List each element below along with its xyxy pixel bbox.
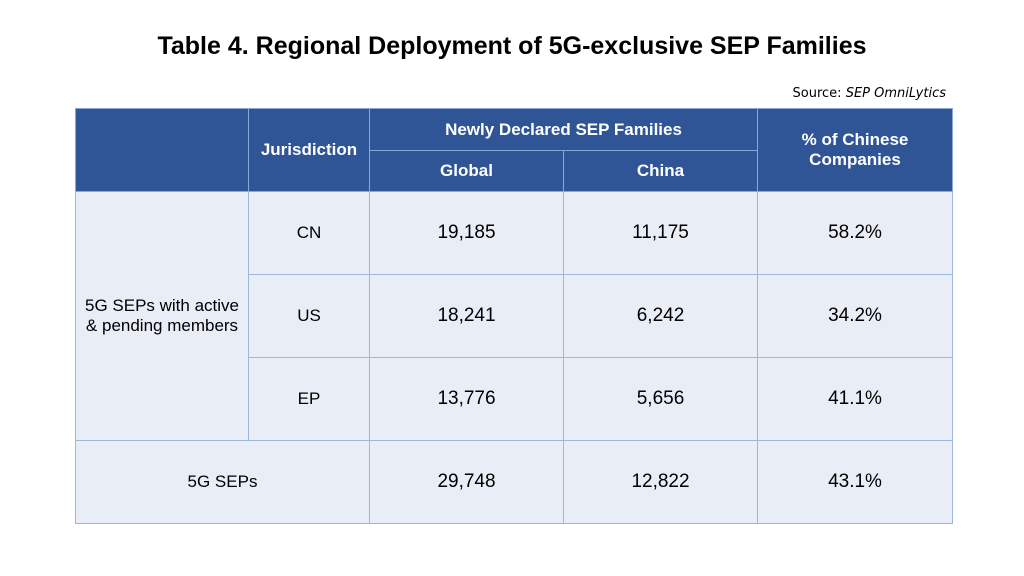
header: Newly Declared SEP Families xyxy=(369,108,758,151)
cell: 29,748 xyxy=(369,440,564,524)
cell: 41.1% xyxy=(757,357,953,441)
cell: 18,241 xyxy=(369,274,564,358)
header-blank xyxy=(75,108,249,192)
header-row: Global China xyxy=(76,150,953,192)
group-label: 5G SEPs with active & pending members xyxy=(75,191,249,441)
cell: 5G SEPs xyxy=(75,440,370,524)
cell: 13,776 xyxy=(369,357,564,441)
cell: 34.2% xyxy=(757,274,953,358)
row: 5G SEPs with active & pending members CN… xyxy=(75,191,953,441)
cell: EP xyxy=(248,357,370,441)
header: % of Chinese Companies xyxy=(757,108,953,192)
header: China xyxy=(563,150,758,192)
header-row: Jurisdiction Newly Declared SEP Families… xyxy=(75,108,953,192)
total-row: 5G SEPs 29,748 12,822 43.1% xyxy=(75,440,953,524)
source: Source: SEP OmniLytics xyxy=(793,86,946,101)
table: Jurisdiction Newly Declared SEP Families… xyxy=(75,108,953,524)
cell: 12,822 xyxy=(563,440,758,524)
cell: 6,242 xyxy=(563,274,758,358)
cell: US xyxy=(248,274,370,358)
cell: 43.1% xyxy=(757,440,953,524)
cell: 5,656 xyxy=(563,357,758,441)
source-label: Source: xyxy=(792,86,842,101)
source-name: SEP OmniLytics xyxy=(845,86,946,101)
cell: 11,175 xyxy=(563,191,758,275)
header: Global xyxy=(369,150,564,192)
cell: 19,185 xyxy=(369,191,564,275)
cell: 58.2% xyxy=(757,191,953,275)
row: US 18,241 6,242 34.2% xyxy=(76,274,953,358)
header: Jurisdiction xyxy=(248,108,370,192)
title: Table 4. Regional Deployment of 5G-exclu… xyxy=(157,32,867,60)
cell: CN xyxy=(248,191,370,275)
row: EP 13,776 5,656 41.1% xyxy=(76,357,953,441)
